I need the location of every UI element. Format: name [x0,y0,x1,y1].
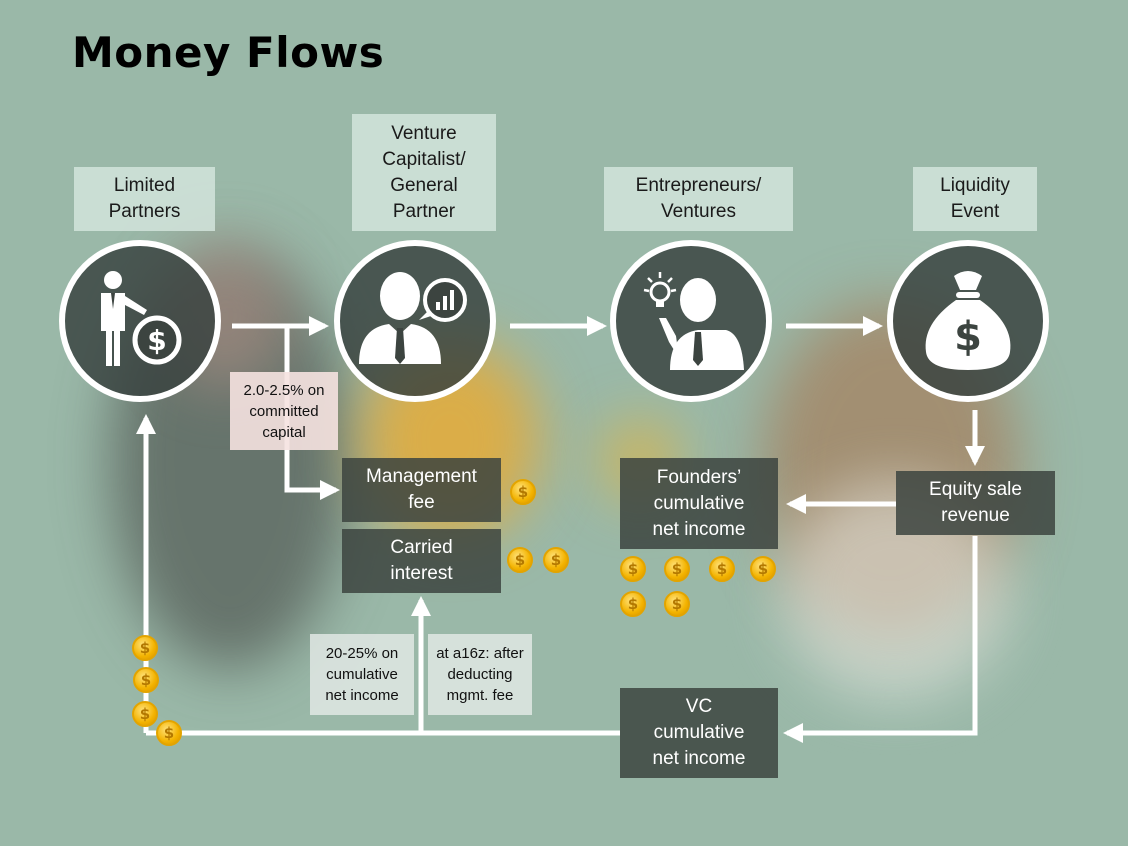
coin-icon: $ [132,701,158,727]
box-equity-sale-revenue: Equity sale revenue [896,471,1055,535]
entrepreneur-with-idea-icon [643,272,744,370]
svg-text:$: $ [954,314,982,360]
coin-icon: $ [664,591,690,617]
node-limited-partners: $ [59,240,221,402]
coin-icon: $ [709,556,735,582]
coin-icon: $ [133,667,159,693]
svg-text:$: $ [147,324,166,357]
label-limited-partners: Limited Partners [74,167,215,231]
node-entrepreneurs [610,240,772,402]
arrow-equity-to-vc-income [783,536,978,743]
box-management-fee: Management fee [342,458,501,522]
label-liquidity-event: Liquidity Event [913,167,1037,231]
money-bag-icon: $ [925,271,1011,370]
box-carried-interest: Carried interest [342,529,501,593]
box-vc-net-income: VC cumulative net income [620,688,778,778]
coin-icon: $ [664,556,690,582]
node-venture-capitalist [334,240,496,402]
coin-icon: $ [750,556,776,582]
note-carry-rate: 20-25% on cumulative net income [310,634,414,715]
page-title: Money Flows [72,28,385,77]
coin-icon: $ [620,591,646,617]
coin-icon: $ [543,547,569,573]
coin-icon: $ [510,479,536,505]
coin-icon: $ [507,547,533,573]
node-liquidity-event: $ [887,240,1049,402]
coin-icon: $ [132,635,158,661]
manager-with-chart-icon [359,272,467,364]
label-entrepreneurs: Entrepreneurs/ Ventures [604,167,793,231]
box-founders-net-income: Founders’ cumulative net income [620,458,778,549]
note-management-fee-rate: 2.0-2.5% on committed capital [230,372,338,450]
label-venture-capitalist: Venture Capitalist/ General Partner [352,114,496,231]
coin-icon: $ [620,556,646,582]
note-a16z-carry: at a16z: after deducting mgmt. fee [428,634,532,715]
investor-with-coin-icon: $ [101,271,182,366]
coin-icon: $ [156,720,182,746]
